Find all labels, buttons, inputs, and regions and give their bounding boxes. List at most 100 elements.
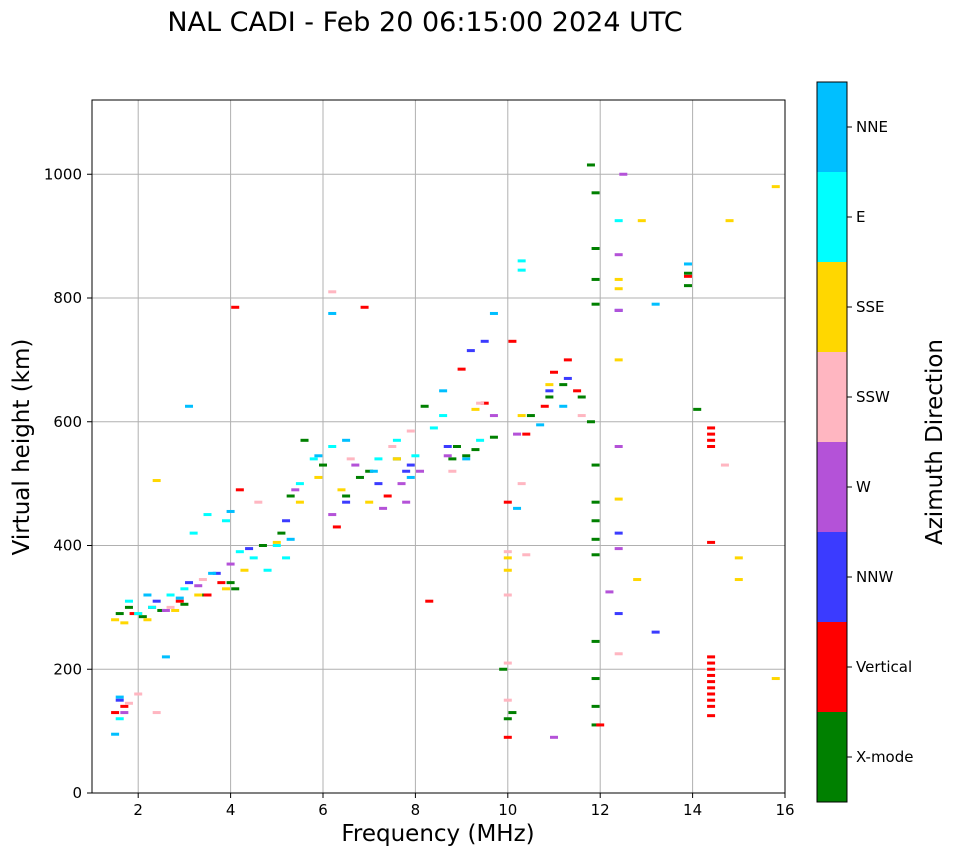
data-point (734, 578, 743, 582)
colorbar-tick-label: E (856, 208, 865, 226)
data-point (605, 590, 614, 594)
data-point (351, 463, 360, 467)
colorbar-tick-label: W (856, 478, 871, 496)
data-point (517, 259, 526, 263)
data-point (591, 463, 600, 467)
data-point (545, 389, 554, 393)
data-point (185, 404, 194, 408)
data-point (185, 581, 194, 585)
data-point (614, 497, 623, 501)
data-point (471, 448, 480, 452)
data-point (175, 596, 184, 600)
data-point (577, 395, 586, 399)
data-point (120, 704, 129, 708)
data-point (226, 509, 235, 513)
data-point (637, 219, 646, 223)
data-point (503, 568, 512, 572)
data-point (379, 506, 388, 510)
data-point (480, 339, 489, 343)
data-point (365, 500, 374, 504)
data-point (111, 732, 120, 736)
data-point (342, 494, 351, 498)
data-point (194, 593, 203, 597)
data-point (240, 568, 249, 572)
data-point (591, 500, 600, 504)
data-point (503, 698, 512, 702)
data-point (231, 587, 240, 591)
data-point (563, 376, 572, 380)
data-point (545, 383, 554, 387)
data-point (328, 445, 337, 448)
data-point (693, 407, 702, 411)
data-point (369, 469, 378, 473)
series-x-mode (115, 163, 702, 727)
data-point (129, 612, 138, 616)
data-point (707, 714, 716, 718)
data-point (328, 513, 337, 517)
data-point (614, 445, 623, 448)
data-point (573, 389, 582, 393)
data-point (143, 618, 152, 622)
data-point (489, 414, 498, 418)
y-tick-label: 800 (53, 289, 82, 307)
y-tick-label: 600 (53, 413, 82, 431)
data-point (707, 698, 716, 702)
data-point (443, 445, 452, 448)
colorbar-segment (817, 172, 847, 262)
data-point (522, 553, 531, 557)
data-point (443, 454, 452, 458)
data-point (166, 605, 175, 609)
data-point (513, 506, 522, 510)
data-point (115, 698, 124, 702)
data-point (503, 500, 512, 504)
data-point (406, 429, 415, 433)
data-point (143, 593, 152, 597)
series-w (120, 172, 628, 739)
data-point (203, 593, 212, 597)
data-point (374, 457, 383, 461)
x-tick-label: 12 (591, 801, 610, 819)
data-point (383, 494, 392, 498)
data-point (295, 482, 304, 486)
data-point (614, 253, 623, 257)
data-point (208, 571, 217, 575)
data-point (563, 358, 572, 362)
colorbar-frame (816, 81, 848, 803)
data-point (282, 556, 291, 560)
data-point (175, 599, 184, 603)
y-tick-label: 400 (53, 537, 82, 555)
data-point (226, 562, 235, 566)
data-point (152, 479, 161, 483)
data-point (771, 185, 780, 189)
data-point (221, 519, 230, 523)
data-point (439, 389, 448, 393)
data-point (152, 711, 161, 715)
colorbar-segment (817, 262, 847, 352)
data-point (508, 339, 517, 343)
series-vertical (111, 274, 716, 739)
data-point (734, 556, 743, 560)
data-point (360, 305, 369, 309)
data-point (476, 438, 485, 442)
y-tick-label: 200 (53, 660, 82, 678)
data-point (550, 735, 558, 739)
data-point (439, 414, 448, 418)
data-point (231, 305, 240, 309)
data-point (526, 414, 535, 418)
data-point (707, 692, 716, 696)
x-tick-label: 8 (411, 801, 421, 819)
data-point (720, 463, 729, 467)
x-axis-label: Frequency (MHz) (341, 821, 534, 847)
data-point (517, 268, 526, 272)
plot-frame (91, 99, 786, 794)
data-point (235, 550, 244, 554)
data-point (272, 540, 281, 544)
data-point (286, 494, 295, 498)
data-point (614, 652, 623, 656)
data-point (198, 578, 207, 582)
data-point (365, 469, 374, 473)
data-point (411, 454, 420, 458)
data-point (614, 277, 623, 281)
colorbar-label: Azimuth Direction (922, 339, 948, 545)
